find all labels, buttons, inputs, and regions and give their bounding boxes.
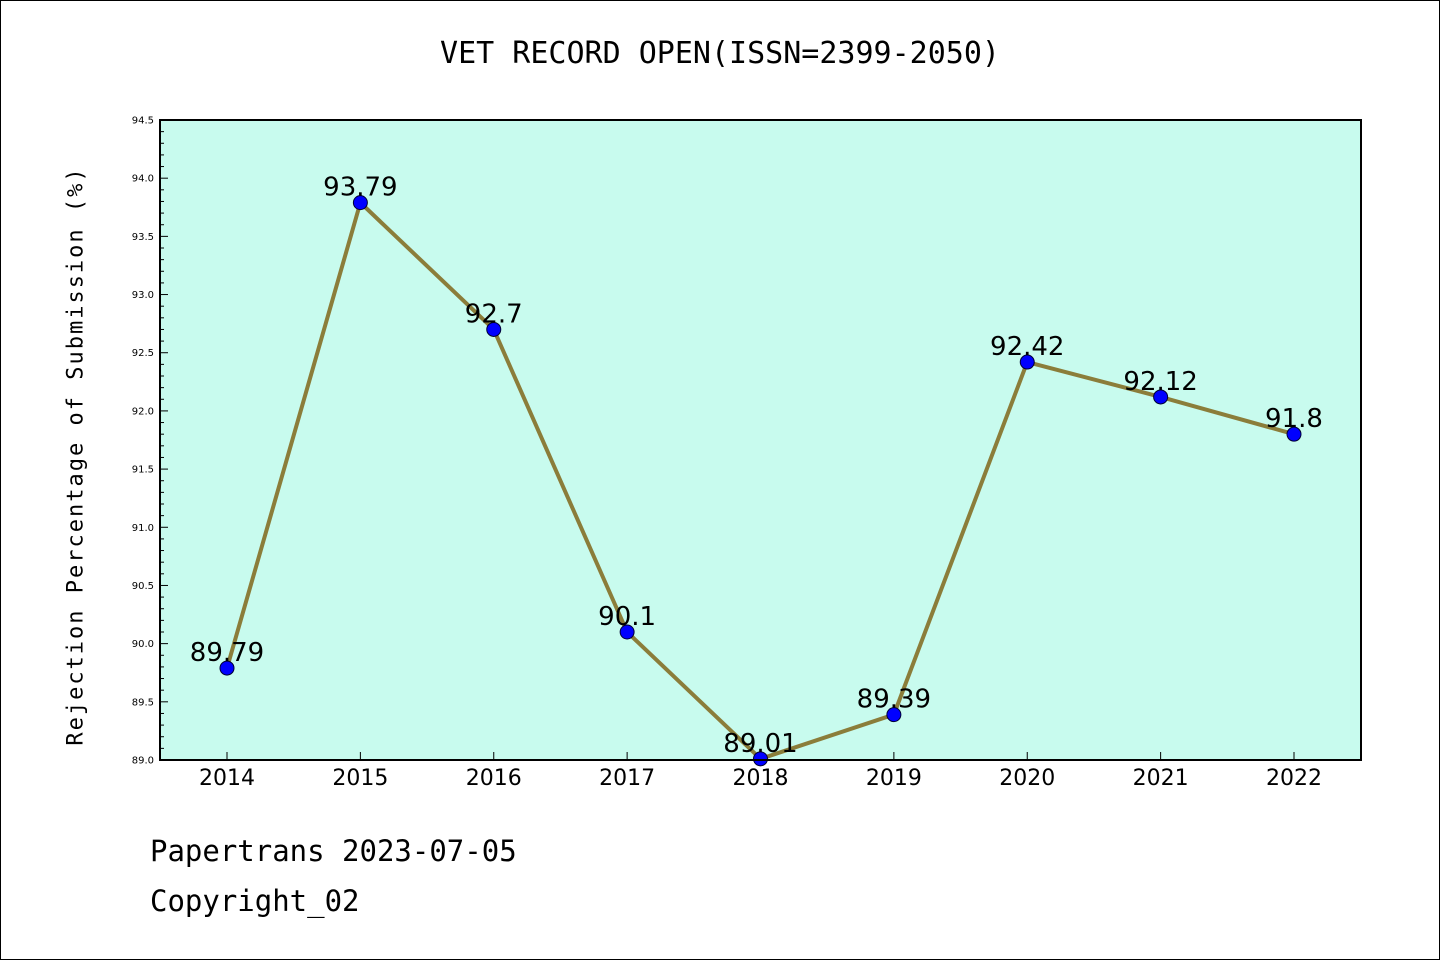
data-label: 91.8 <box>1265 404 1323 434</box>
x-tick-label: 2015 <box>332 766 388 791</box>
y-tick-label: 93.0 <box>132 290 154 301</box>
x-tick-label: 2014 <box>199 766 255 791</box>
plot-border <box>159 119 1362 761</box>
data-labels: 89.79 93.79 92.7 90.1 89.01 89.39 92.42 92.12 91… <box>190 173 1323 759</box>
data-label: 92.42 <box>990 332 1064 362</box>
data-label: 89.79 <box>190 638 264 668</box>
x-tick-label: 2020 <box>999 766 1055 791</box>
plot-area <box>160 120 1361 760</box>
x-axis: 2014 2015 2016 2017 2018 2019 2020 2021 2022 <box>199 752 1322 791</box>
y-tick-label: 90.5 <box>132 581 154 592</box>
y-tick-label: 91.0 <box>132 523 154 534</box>
x-tick-label: 2021 <box>1133 766 1189 791</box>
data-label: 92.12 <box>1123 367 1197 397</box>
data-point <box>486 321 502 337</box>
data-point <box>352 195 368 211</box>
y-tick-label: 91.5 <box>132 465 154 476</box>
y-tick-label: 89.5 <box>132 697 154 708</box>
y-axis: 89.0 89.5 90.0 90.5 91.0 91.5 92.0 92.5 93.0 93.5… <box>132 116 168 767</box>
data-point <box>753 751 768 767</box>
data-label: 90.1 <box>598 602 656 632</box>
y-tick-label: 92.5 <box>132 348 154 359</box>
y-tick-label: 94.0 <box>132 174 154 185</box>
x-tick-label: 2019 <box>866 766 922 791</box>
data-label: 93.79 <box>323 173 397 203</box>
data-label: 92.7 <box>465 299 523 329</box>
x-tick-label: 2016 <box>466 766 522 791</box>
data-point <box>219 660 235 676</box>
data-label: 89.01 <box>723 729 797 759</box>
x-tick-label: 2022 <box>1266 766 1322 791</box>
x-tick-label: 2017 <box>599 766 655 791</box>
data-point <box>1019 354 1035 370</box>
y-tick-label: 93.5 <box>132 232 154 243</box>
footer-copyright: Copyright_02 <box>150 884 360 918</box>
y-tick-label: 89.0 <box>132 756 154 767</box>
data-point <box>619 624 635 640</box>
data-label: 89.39 <box>857 685 931 715</box>
y-tick-label: 94.5 <box>132 116 154 127</box>
x-tick-label: 2018 <box>733 766 789 791</box>
footer-date: Papertrans 2023-07-05 <box>150 834 517 868</box>
data-points <box>219 195 1302 767</box>
data-point <box>1153 389 1169 405</box>
y-tick-label: 92.0 <box>132 406 154 417</box>
data-point <box>886 707 902 723</box>
y-tick-label: 90.0 <box>132 639 154 650</box>
data-point <box>1286 426 1302 442</box>
chart-title: VET RECORD OPEN(ISSN=2399-2050) <box>440 36 1000 71</box>
